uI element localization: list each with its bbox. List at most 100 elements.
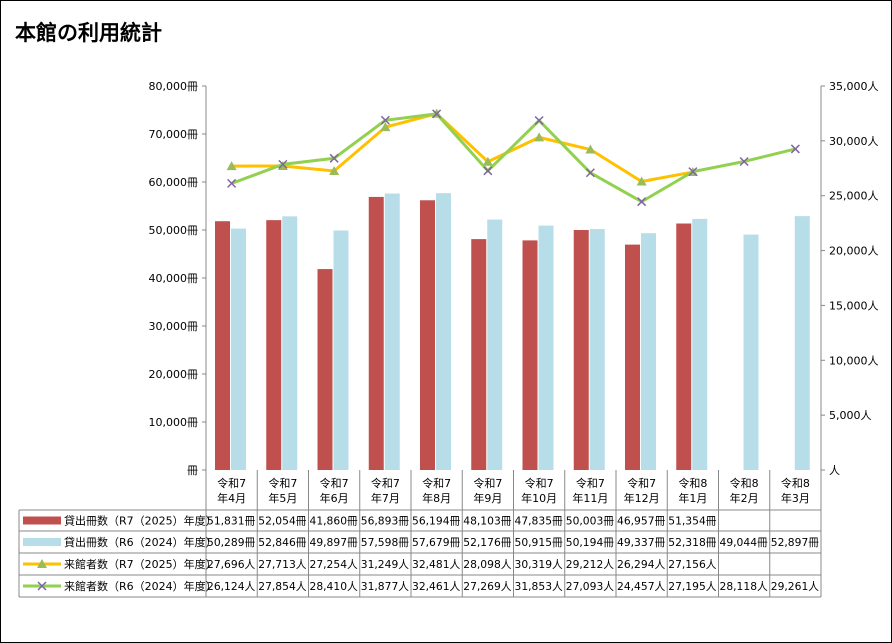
category-label: 年5月 (268, 491, 297, 505)
bar-r6 (794, 216, 810, 470)
legend-label: 来館者数（R7（2025）年度） (64, 557, 217, 571)
left-tick-label: 20,000冊 (149, 368, 199, 381)
bar-r7 (573, 229, 589, 470)
table-cell: 30,319人 (515, 558, 563, 571)
table-cell: 52,054冊 (258, 515, 306, 528)
table-cell: 51,831冊 (207, 515, 255, 528)
category-label: 令和7 (627, 476, 656, 490)
left-tick-label: 80,000冊 (149, 80, 199, 93)
x-marker (534, 115, 544, 126)
table-cell: 27,093人 (566, 580, 614, 593)
x-marker (380, 115, 390, 125)
right-tick-label: 10,000人 (829, 354, 879, 367)
left-tick-label: 50,000冊 (149, 224, 199, 237)
table-cell: 56,194冊 (412, 515, 460, 528)
triangle-marker (329, 165, 340, 175)
bar-r6 (692, 218, 708, 470)
left-tick-label: 10,000冊 (149, 416, 199, 429)
table-cell: 27,854人 (258, 580, 306, 593)
table-cell: 26,294人 (617, 558, 665, 571)
category-label: 年11月 (572, 491, 608, 505)
bar-r6 (384, 193, 400, 470)
x-marker (637, 197, 647, 207)
table-cell: 52,176冊 (463, 536, 511, 549)
x-marker (329, 153, 339, 163)
category-label: 令和7 (576, 476, 605, 490)
x-marker (688, 167, 698, 177)
left-tick-label: 40,000冊 (149, 272, 199, 285)
bar-r7 (471, 239, 487, 470)
line-r7 (231, 111, 694, 184)
table-cell: 52,846冊 (258, 536, 306, 549)
x-marker (227, 178, 237, 188)
bar-r7 (215, 221, 230, 470)
table-cell: 41,860冊 (310, 515, 358, 528)
bar-r6 (333, 230, 349, 470)
right-tick-label: 人 (829, 464, 840, 477)
category-label: 令和8 (781, 476, 810, 490)
bar-r6 (282, 216, 298, 470)
table-cell: 27,156人 (668, 558, 716, 571)
triangle-marker (534, 132, 545, 142)
table-cell: 28,410人 (310, 580, 358, 593)
bar-r6 (436, 193, 451, 470)
category-label: 年4月 (217, 491, 246, 505)
x-marker (585, 168, 595, 178)
category-label: 令和7 (217, 476, 246, 490)
left-tick-label: 30,000冊 (149, 320, 199, 333)
category-label: 令和7 (371, 476, 400, 490)
table-cell: 27,269人 (463, 580, 511, 593)
category-label: 令和8 (730, 476, 759, 490)
table-cell: 27,713人 (258, 558, 306, 571)
category-label: 年6月 (320, 491, 349, 505)
bar-r6 (589, 229, 605, 470)
table-cell: 48,103冊 (463, 515, 511, 528)
table-cell: 26,124人 (207, 580, 255, 593)
table-cell: 29,212人 (566, 558, 614, 571)
left-tick-label: 60,000冊 (149, 176, 199, 189)
bar-r7 (368, 196, 384, 470)
table-cell: 51,354冊 (668, 515, 716, 528)
x-marker (37, 581, 47, 591)
bar-r6 (743, 234, 759, 470)
table-cell: 49,044冊 (720, 536, 768, 549)
x-marker (278, 159, 288, 169)
legend-key-bar (23, 516, 61, 525)
table-cell: 28,118人 (720, 580, 768, 593)
legend-label: 貸出冊数（R7（2025）年度） (64, 514, 217, 528)
triangle-marker (226, 161, 237, 171)
bar-r6 (538, 225, 554, 470)
right-tick-label: 35,000人 (829, 80, 879, 93)
bar-r7 (625, 244, 640, 470)
line-r6 (231, 112, 796, 204)
table-cell: 32,461人 (412, 580, 460, 593)
category-label: 年8月 (422, 491, 451, 505)
table-cell: 50,194冊 (566, 536, 614, 549)
table-cell: 32,481人 (412, 558, 460, 571)
category-label: 令和7 (268, 476, 297, 490)
triangle-marker (482, 156, 493, 166)
table-cell: 50,289冊 (207, 536, 255, 549)
bar-r6 (487, 219, 503, 470)
category-label: 年7月 (371, 491, 400, 505)
x-marker (739, 156, 749, 167)
table-cell: 31,877人 (361, 580, 409, 593)
triangle-marker (585, 144, 596, 154)
table-cell: 31,853人 (515, 580, 563, 593)
x-marker (790, 144, 800, 154)
table-cell: 31,249人 (361, 558, 409, 571)
table-cell: 52,318冊 (668, 536, 716, 549)
category-label: 年10月 (521, 491, 557, 505)
triangle-marker (380, 122, 391, 132)
table-cell: 56,893冊 (361, 515, 409, 528)
right-tick-label: 30,000人 (829, 135, 879, 148)
category-label: 年3月 (781, 491, 810, 505)
table-cell: 50,003冊 (566, 515, 614, 528)
table-cell: 29,261人 (771, 580, 819, 593)
table-cell: 46,957冊 (617, 515, 665, 528)
table-cell: 28,098人 (463, 558, 511, 571)
bar-r7 (317, 269, 333, 470)
category-label: 令和7 (320, 476, 349, 490)
table-cell: 50,915冊 (515, 536, 563, 549)
category-label: 年2月 (730, 491, 759, 505)
